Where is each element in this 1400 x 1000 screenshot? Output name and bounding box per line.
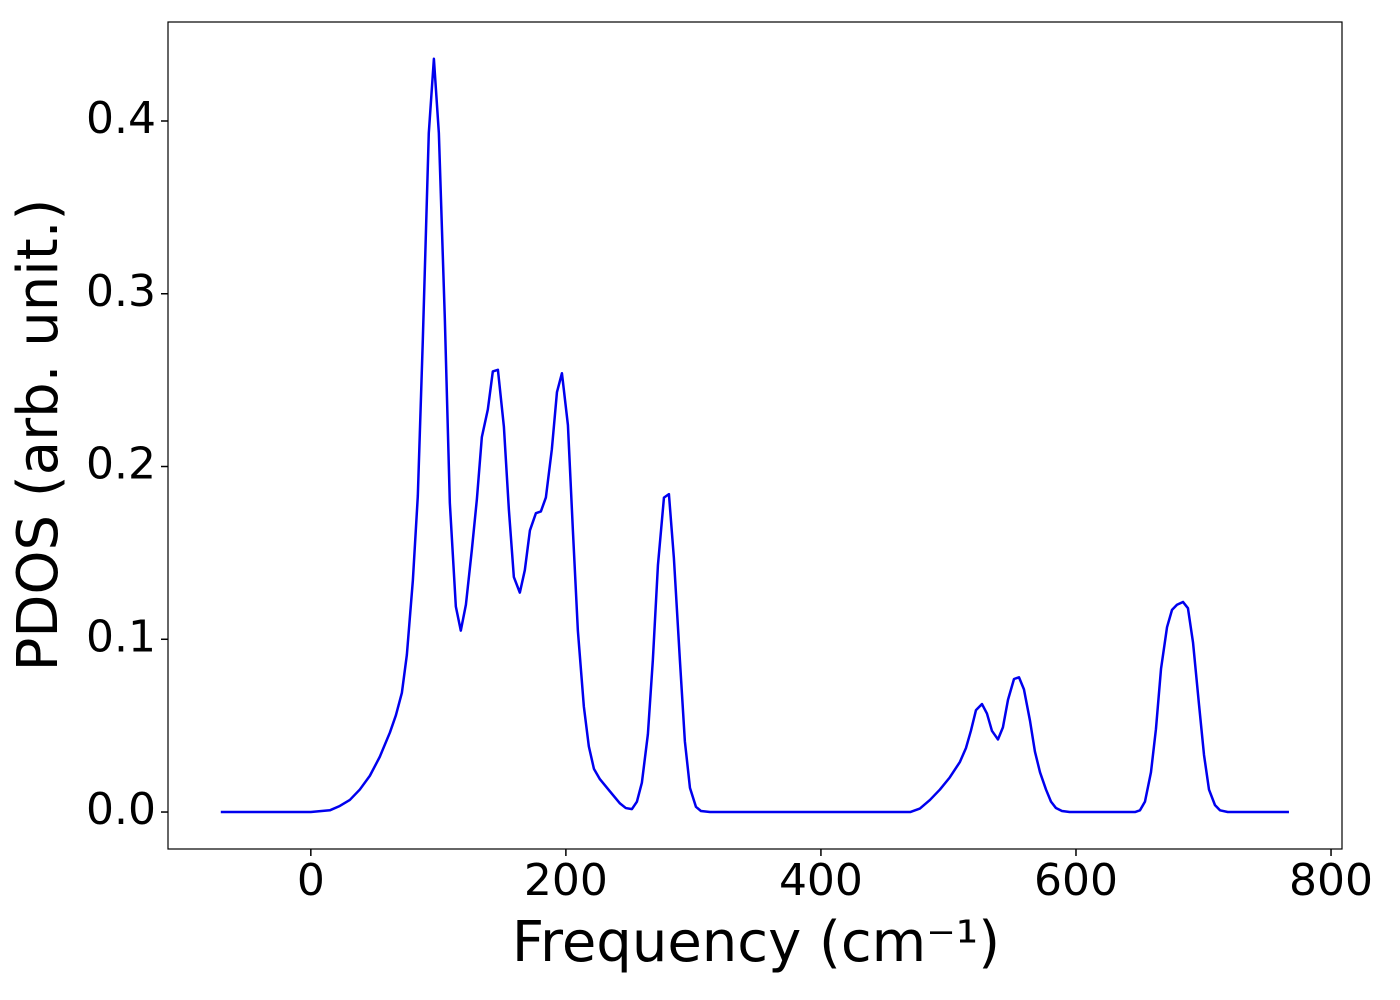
x-axis-label: Frequency (cm⁻¹) bbox=[512, 910, 1000, 975]
x-tick-label: 200 bbox=[524, 855, 608, 906]
x-tick-label: 800 bbox=[1289, 855, 1373, 906]
x-tick-label: 0 bbox=[297, 855, 325, 906]
y-tick-label: 0.4 bbox=[86, 93, 156, 144]
y-tick-label: 0.0 bbox=[86, 784, 156, 835]
y-tick-label: 0.2 bbox=[86, 439, 156, 490]
plot-frame bbox=[167, 21, 1343, 850]
y-tick-label: 0.3 bbox=[86, 266, 156, 317]
y-tick-label: 0.1 bbox=[86, 611, 156, 662]
y-axis-label: PDOS (arb. unit.) bbox=[6, 199, 71, 672]
x-tick-label: 600 bbox=[1034, 855, 1118, 906]
x-tick-label: 400 bbox=[779, 855, 863, 906]
data-line bbox=[220, 57, 1289, 814]
